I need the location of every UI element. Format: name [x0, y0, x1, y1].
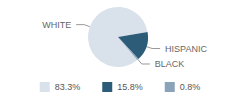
svg-text:0.8%: 0.8% [180, 82, 201, 92]
svg-text:15.8%: 15.8% [117, 82, 143, 92]
svg-text:83.3%: 83.3% [55, 82, 81, 92]
svg-text:BLACK: BLACK [155, 59, 185, 69]
svg-text:WHITE: WHITE [42, 20, 71, 30]
svg-text:HISPANIC: HISPANIC [165, 44, 207, 54]
